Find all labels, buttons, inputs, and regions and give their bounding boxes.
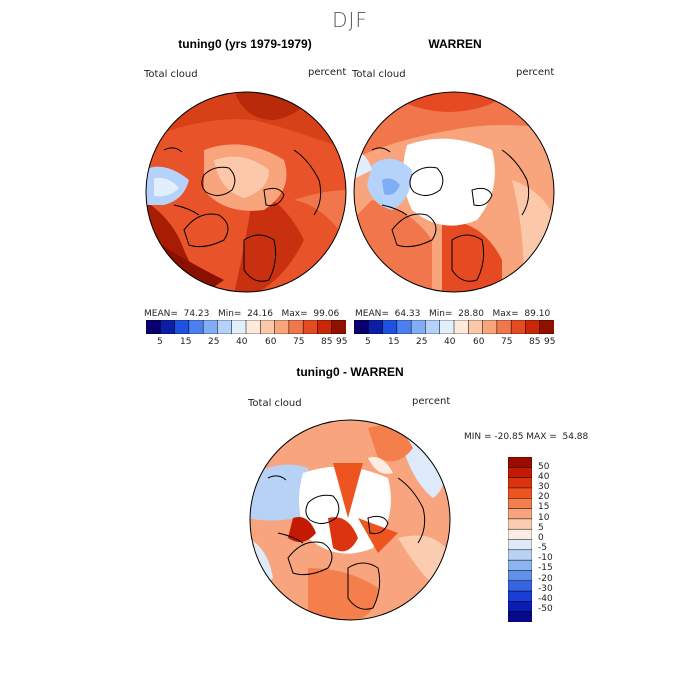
- colorbar-swatch: [508, 580, 532, 592]
- stats-right: MEAN= 64.33 Min= 28.80 Max= 89.10: [355, 309, 551, 319]
- tick-label: 15: [388, 337, 400, 347]
- panel-title-right: WARREN: [428, 37, 482, 51]
- stats-diff: MIN = -20.85 MAX = 54.88: [464, 432, 589, 442]
- tick-label: 30: [538, 482, 550, 492]
- tick-label: 60: [473, 337, 485, 347]
- colorbar-swatch: [508, 601, 532, 613]
- panel-title-left: tuning0 (yrs 1979-1979): [178, 37, 312, 51]
- tick-label: 0: [538, 533, 544, 543]
- colorbar-swatch: [217, 320, 233, 334]
- tick-label: 10: [538, 513, 550, 523]
- colorbar-swatch: [508, 518, 532, 530]
- colorbar-swatch: [508, 611, 532, 622]
- tick-label: 5: [365, 337, 371, 347]
- colorbar-swatch: [202, 320, 218, 334]
- colorbar-swatch: [508, 559, 532, 571]
- colorbar-right-ticks: 5 15 25 40 60 75 85 95: [354, 337, 556, 349]
- colorbar-diff-labels: 50 40 30 20 15 10 5 0 -5 -10 -15 -20 -30…: [538, 462, 578, 622]
- field-label-diff: Total cloud: [248, 398, 302, 409]
- polar-map-diff: [249, 419, 451, 621]
- stats-left: MEAN= 74.23 Min= 24.16 Max= 99.06: [144, 309, 340, 319]
- colorbar-swatch: [508, 590, 532, 602]
- tick-label: 85: [321, 337, 333, 347]
- tick-label: 60: [265, 337, 277, 347]
- colorbar-swatch: [317, 320, 333, 334]
- units-label-left: percent: [308, 67, 347, 78]
- colorbar-swatch: [525, 320, 541, 334]
- colorbar-swatch: [482, 320, 498, 334]
- tick-label: 25: [208, 337, 220, 347]
- colorbar-swatch: [468, 320, 484, 334]
- colorbar-swatch: [331, 320, 346, 334]
- field-label-left: Total cloud: [144, 69, 198, 80]
- colorbar-swatch: [354, 320, 369, 334]
- colorbar-swatch: [160, 320, 176, 334]
- colorbar-swatch: [508, 549, 532, 561]
- units-label-right: percent: [516, 67, 555, 78]
- colorbar-swatch: [496, 320, 512, 334]
- tick-label: 5: [157, 337, 163, 347]
- tick-label: 40: [236, 337, 248, 347]
- panel-title-diff: tuning0 - WARREN: [296, 365, 404, 379]
- colorbar-swatch: [508, 477, 532, 489]
- polar-map-right: [353, 91, 555, 293]
- tick-label: 5: [538, 523, 544, 533]
- colorbar-diff: [508, 457, 532, 622]
- colorbar-swatch: [425, 320, 441, 334]
- colorbar-swatch: [174, 320, 190, 334]
- colorbar-swatch: [439, 320, 455, 334]
- colorbar-swatch: [508, 570, 532, 582]
- colorbar-swatch: [508, 487, 532, 499]
- tick-label: 20: [538, 492, 550, 502]
- field-label-right: Total cloud: [352, 69, 406, 80]
- polar-map-left: [145, 91, 347, 293]
- tick-label: 75: [501, 337, 513, 347]
- colorbar-swatch: [274, 320, 290, 334]
- tick-label: -30: [538, 584, 553, 594]
- tick-label: -15: [538, 563, 553, 573]
- colorbar-swatch: [146, 320, 161, 334]
- colorbar-swatch: [260, 320, 276, 334]
- tick-label: 15: [180, 337, 192, 347]
- tick-label: 40: [538, 472, 550, 482]
- tick-label: -40: [538, 594, 553, 604]
- colorbar-swatch: [231, 320, 247, 334]
- tick-label: -10: [538, 553, 553, 563]
- tick-label: 40: [444, 337, 456, 347]
- tick-label: 50: [538, 462, 550, 472]
- colorbar-swatch: [288, 320, 304, 334]
- colorbar-swatch: [508, 528, 532, 541]
- colorbar-swatch: [508, 457, 532, 468]
- colorbar-swatch: [382, 320, 398, 334]
- tick-label: 95: [336, 337, 348, 347]
- colorbar-swatch: [396, 320, 412, 334]
- colorbar-swatch: [508, 467, 532, 479]
- colorbar-left-ticks: 5 15 25 40 60 75 85 95: [146, 337, 348, 349]
- colorbar-swatch: [539, 320, 554, 334]
- colorbar-swatch: [508, 539, 532, 551]
- colorbar-left: [146, 320, 346, 334]
- colorbar-swatch: [508, 508, 532, 520]
- colorbar-swatch: [302, 320, 318, 334]
- colorbar-swatch: [453, 320, 469, 334]
- tick-label: -5: [538, 543, 547, 553]
- colorbar-swatch: [368, 320, 384, 334]
- tick-label: -50: [538, 604, 553, 614]
- tick-label: 75: [293, 337, 305, 347]
- colorbar-swatch: [508, 498, 532, 510]
- units-label-diff: percent: [412, 396, 451, 407]
- tick-label: 25: [416, 337, 428, 347]
- colorbar-swatch: [410, 320, 426, 334]
- tick-label: -20: [538, 574, 553, 584]
- tick-label: 85: [529, 337, 541, 347]
- colorbar-swatch: [245, 320, 261, 334]
- colorbar-right: [354, 320, 554, 334]
- colorbar-swatch: [188, 320, 204, 334]
- season-title: DJF: [332, 8, 368, 32]
- tick-label: 95: [544, 337, 556, 347]
- colorbar-swatch: [510, 320, 526, 334]
- tick-label: 15: [538, 502, 550, 512]
